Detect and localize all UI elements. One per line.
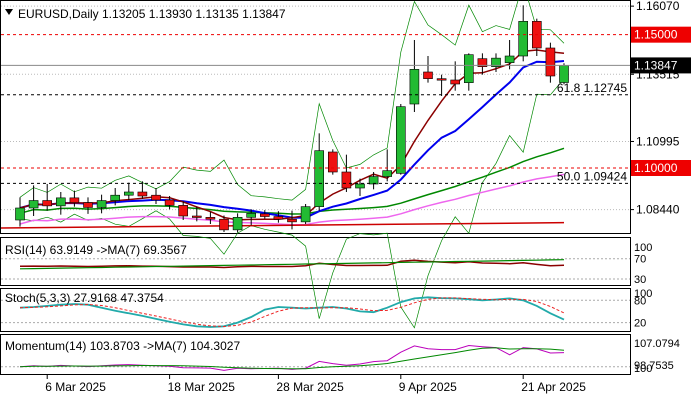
candle-body (205, 217, 216, 220)
candle-body (491, 57, 501, 67)
collapse-triangle-icon[interactable] (5, 9, 13, 15)
current-price-tag-label: 1.13847 (634, 58, 678, 72)
candle-body (178, 205, 188, 217)
candle-body (55, 197, 66, 207)
stoch-title: Stoch(5,3,3) 27.9168 47.3754 (5, 291, 164, 305)
candlesticks (15, 5, 569, 233)
main-header: EURUSD,Daily 1.13205 1.13930 1.13135 1.1… (5, 7, 286, 21)
bollinger-lower-line (19, 78, 565, 329)
candle-body (259, 213, 270, 217)
momentum-axis-label: 107.0794 (634, 338, 680, 350)
candle-body (124, 191, 134, 196)
candle-body (232, 217, 243, 231)
candle-body (69, 197, 80, 203)
price-level-tag-label: 1.15000 (634, 28, 678, 42)
candle-body (137, 191, 148, 197)
candle-body (368, 176, 379, 185)
stoch-signal-line (19, 297, 565, 328)
candle-body (382, 170, 393, 177)
rsi-line (19, 259, 565, 269)
stoch-level-label: 80 (634, 295, 646, 307)
candle-body (219, 218, 229, 231)
main-title: EURUSD,Daily 1.13205 1.13930 1.13135 1.1… (18, 7, 286, 21)
candle-body (450, 79, 461, 85)
y-tick-label: 1.08440 (636, 203, 680, 217)
candle-body (151, 194, 161, 201)
rsi-ma-line (19, 259, 565, 270)
candle-body (409, 69, 420, 105)
rsi-level-label: 30 (634, 274, 646, 286)
candle-body (423, 71, 433, 79)
candle-body (436, 78, 447, 81)
candle-body (83, 202, 93, 208)
rsi-level-label: 70 (634, 254, 646, 266)
ma-red-line (0, 221, 565, 229)
price-level-tag (631, 160, 691, 176)
momentum-title: Momentum(14) 103.8703 ->MA(7) 104.3027 (5, 339, 240, 353)
panel-frames (0, 0, 631, 375)
candle-body (192, 215, 202, 218)
x-tick-label: 6 Mar 2025 (45, 380, 106, 394)
axis-labels: 1.16070 1.13515 1.10995 1.08440 6 Mar 2025 18… (45, 0, 680, 394)
candle-body (42, 200, 53, 207)
x-tick-label: 18 Mar 2025 (168, 380, 236, 394)
momentum-axis-label: 100 (634, 363, 652, 375)
candle-body (300, 206, 311, 223)
candle-body (314, 150, 325, 207)
candle-body (545, 47, 556, 77)
momentum-line (19, 344, 565, 371)
price-level-tag-label: 1.10000 (634, 161, 678, 175)
candle-body (463, 54, 474, 83)
candle-body (273, 216, 284, 220)
rsi-title: RSI(14) 63.9149 ->MA(7) 69.3567 (5, 243, 187, 257)
x-tick-label: 9 Apr 2025 (399, 380, 457, 394)
candle-body (477, 58, 488, 67)
x-tick-label: 28 Mar 2025 (276, 380, 344, 394)
main-panel-frame (0, 0, 631, 234)
rsi-panel-frame (0, 237, 631, 286)
y-tick-label: 1.13515 (636, 67, 680, 81)
candle-body (164, 199, 175, 206)
ma-blue-line (19, 60, 565, 219)
momentum-axis-label: 98.7535 (634, 360, 674, 372)
price-level-tag (631, 26, 691, 43)
candle-body (287, 218, 297, 223)
fib-level-label: 61.8 1.12745 (557, 81, 627, 95)
candle-body (327, 151, 338, 173)
candle-body (395, 106, 406, 174)
candle-body (246, 213, 256, 218)
rsi-level-label: 100 (634, 242, 652, 254)
candle-body (355, 183, 365, 189)
candle-body (96, 200, 107, 208)
ma-darkred-line (19, 49, 565, 221)
y-tick-label: 1.16070 (636, 0, 680, 13)
current-price-tag (631, 57, 691, 74)
candle-body (341, 171, 352, 189)
candle-body (15, 207, 25, 221)
stoch-panel-frame (0, 288, 631, 332)
fib-level-label: 50.0 1.09424 (557, 169, 627, 183)
candle-body (28, 200, 39, 209)
price-levels: 1.15000 1.13847 61.8 1.12745 1.10000 50.0 1.… (1, 26, 691, 184)
bollinger-upper-line (19, 0, 565, 201)
momentum-panel-frame (0, 334, 631, 375)
x-tick-label: 21 Apr 2025 (521, 380, 586, 394)
momentum-ma-line (19, 347, 565, 370)
stoch-level-label: 20 (634, 318, 646, 330)
candle-body (504, 55, 515, 63)
stoch-level-label: 100 (634, 288, 652, 300)
candle-body (518, 21, 529, 57)
y-tick-label: 1.10995 (636, 134, 680, 148)
candle-body (110, 194, 120, 201)
